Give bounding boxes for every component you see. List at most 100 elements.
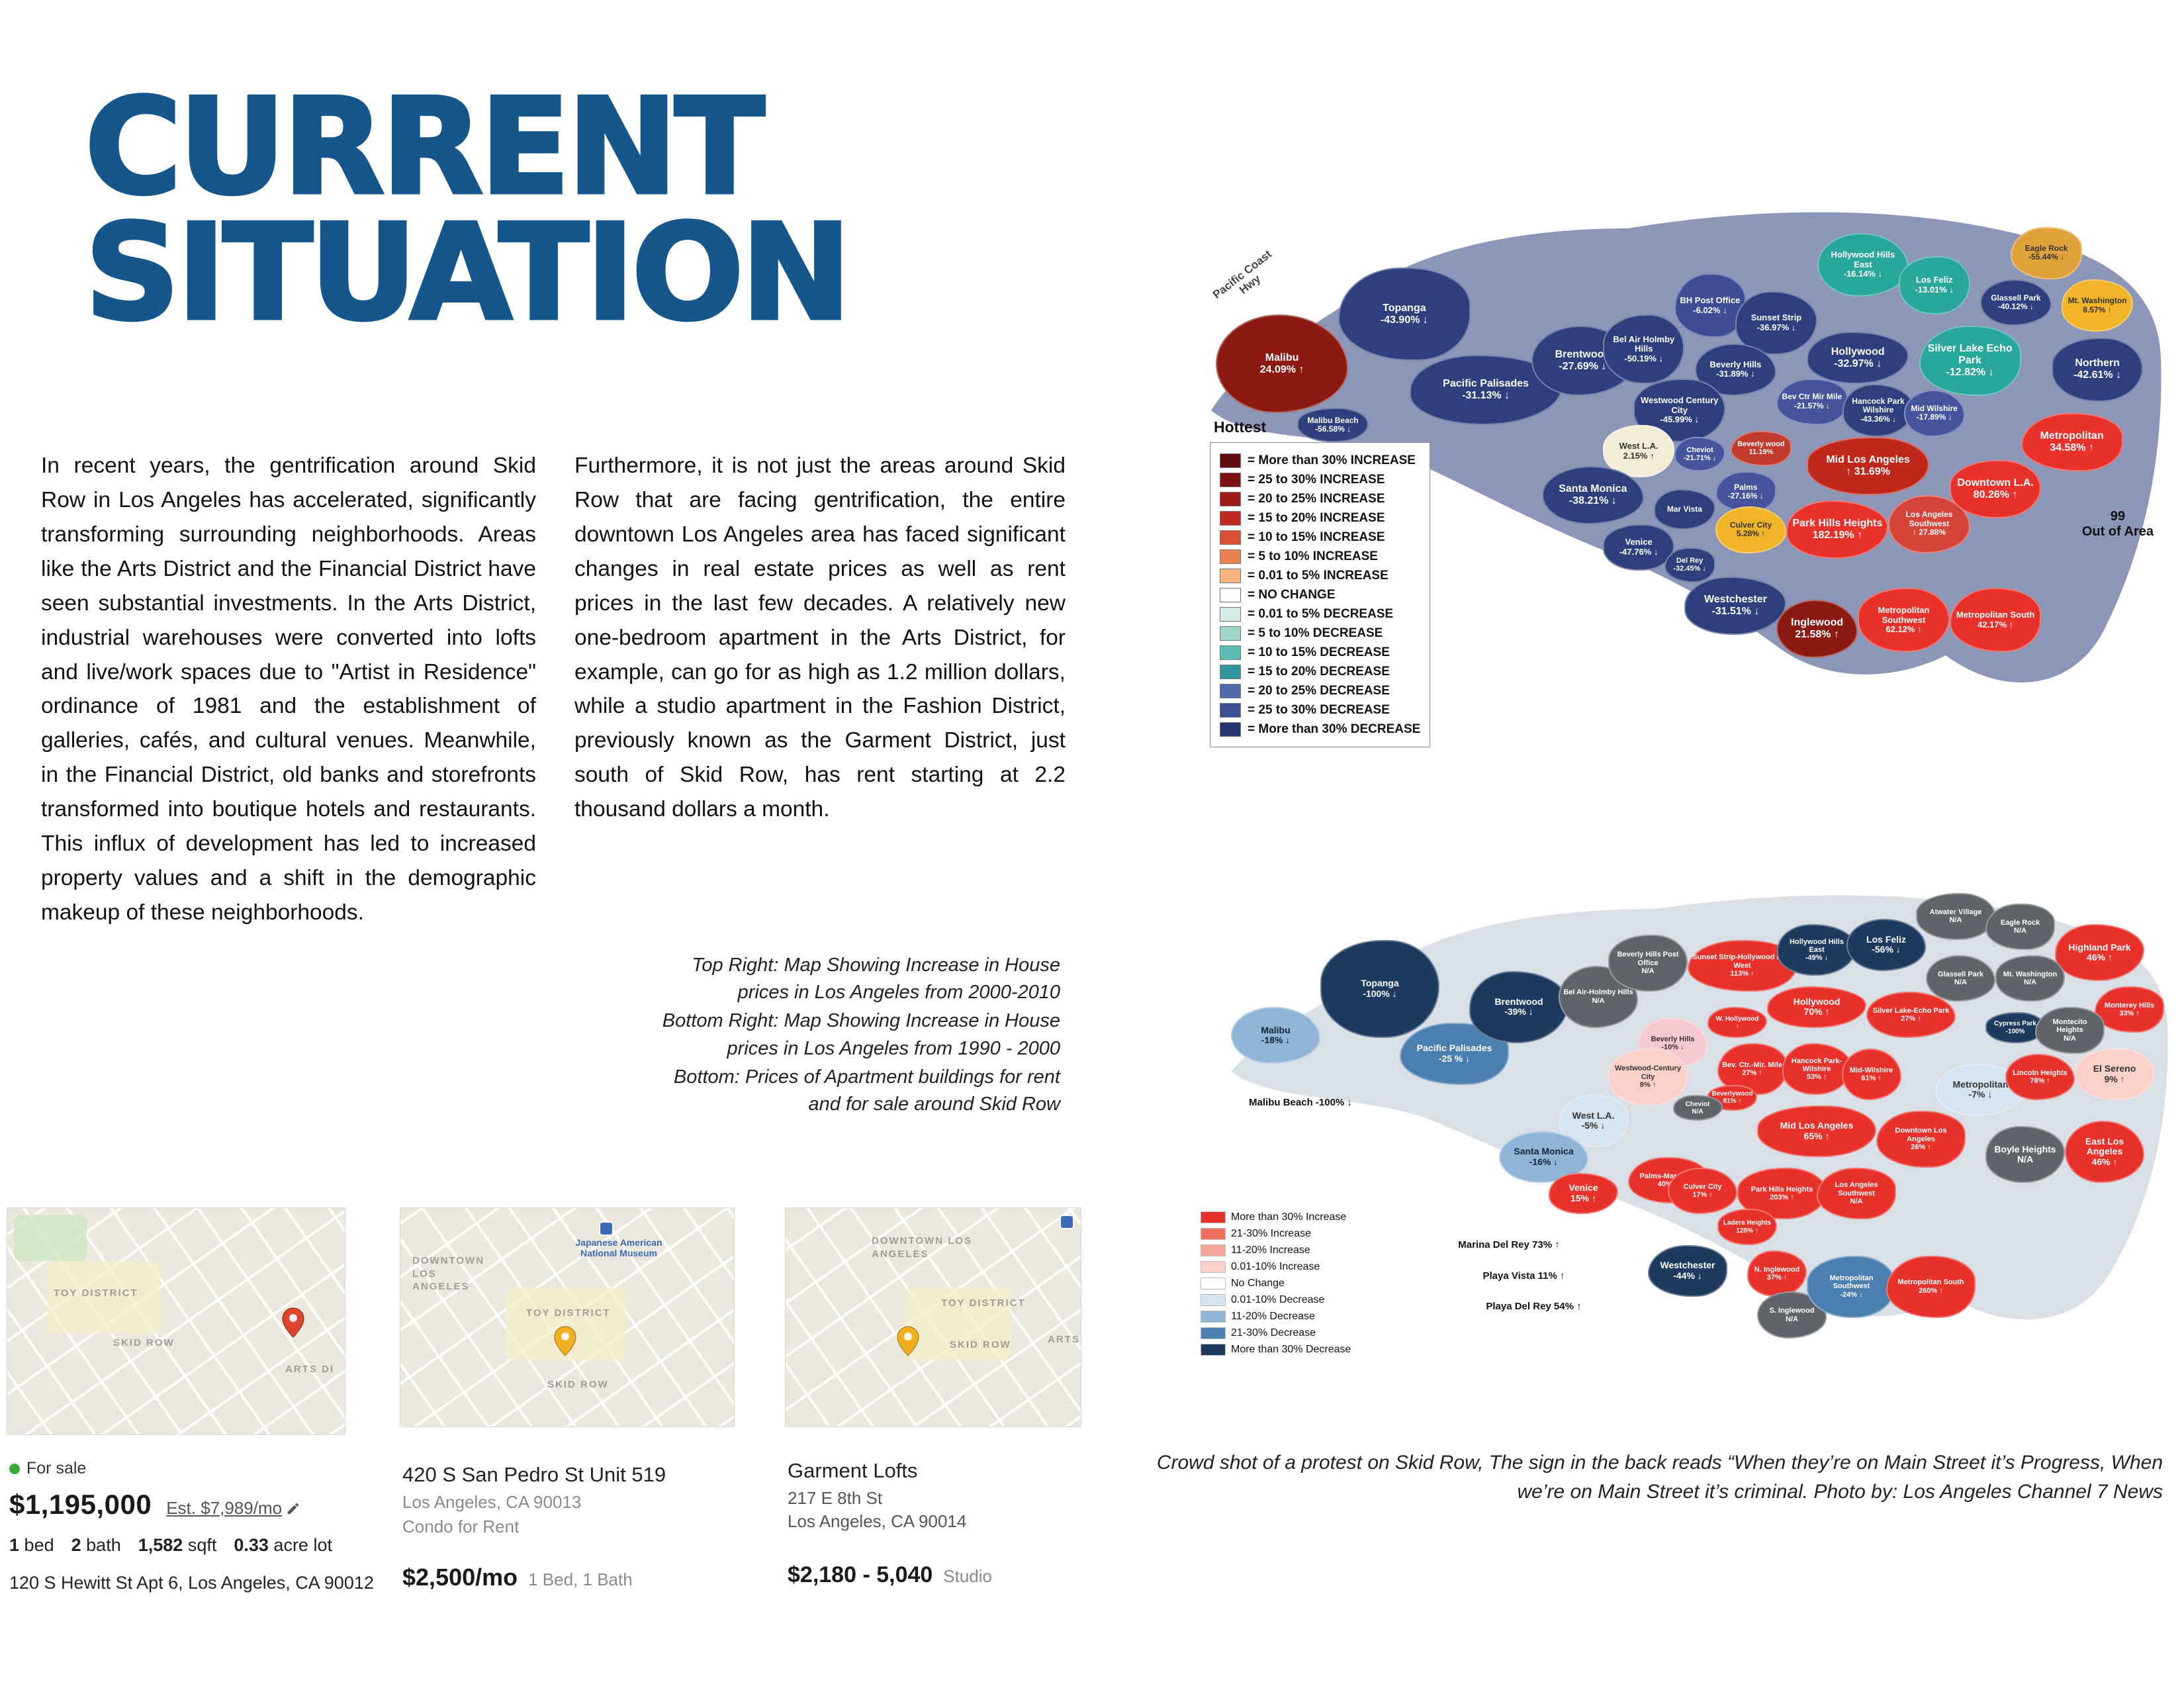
map-region-hollywood: Hollywood -32.97% ↓ [1807, 332, 1909, 385]
region-label: Silver Lake Echo Park [1927, 343, 2013, 367]
legend-row: = 25 to 30% INCREASE [1220, 470, 1420, 489]
map-region-malibu-beach-100: Malibu Beach -100% ↓ [1241, 1090, 1360, 1115]
region-value: -56% ↓ [1872, 944, 1901, 955]
legend-row: 0.01-10% Increase [1201, 1258, 1351, 1275]
map-region-los-feliz: Los Feliz -56% ↓ [1846, 919, 1926, 971]
listing1-est-text: Est. $7,989/mo [166, 1498, 283, 1518]
region-label: N. Inglewood [1754, 1265, 1800, 1274]
region-label: W. Hollywood [1715, 1015, 1759, 1023]
caption-bottom: Bottom: Prices of Apartment buildings fo… [673, 1066, 1060, 1115]
region-label: Atwater Village [1929, 908, 1982, 917]
region-label: Downtown L.A. [1957, 477, 2034, 489]
legend-row: 11-20% Decrease [1201, 1308, 1351, 1325]
region-value: 113% ↑ [1730, 969, 1754, 978]
legend-swatch [1220, 683, 1241, 698]
fact-beds-value: 1 [9, 1535, 20, 1555]
region-label: Los Feliz [1915, 275, 1953, 285]
map-region-el-sereno: El Sereno 9% ↑ [2075, 1048, 2154, 1101]
region-value: -43.36% ↓ [1860, 414, 1896, 424]
region-value: -44% ↓ [1673, 1270, 1702, 1282]
region-label: Glassell Park [1991, 293, 2041, 303]
region-value: 46% ↑ [2087, 952, 2113, 963]
listing1-facts: 1 bed 2 bath 1,582 sqft 0.33 acre lot [9, 1535, 473, 1556]
legend-label: = 5 to 10% INCREASE [1248, 549, 1378, 563]
map-region-metropolitan-south: Metropolitan South 42.17% ↑ [1949, 588, 2042, 653]
legend-label: = 0.01 to 5% DECREASE [1248, 606, 1394, 621]
map-area-label: SKID ROW [547, 1379, 609, 1390]
region-label: Cheviot [1685, 1100, 1710, 1108]
museum-poi-label: Japanese American National Museum [575, 1237, 662, 1259]
legend-swatch [1220, 472, 1241, 487]
region-label: Sunset Strip-Hollywood Hills West [1692, 953, 1792, 970]
region-value: -100% [2005, 1027, 2025, 1035]
map-region-lincoln-heights: Lincoln Heights 78% ↑ [2005, 1053, 2075, 1101]
region-label: 99 [2110, 509, 2126, 524]
region-label: Metropolitan Southwest [1878, 604, 1930, 625]
region-label: Beverly Hills [1709, 359, 1762, 369]
legend-label: More than 30% Increase [1231, 1211, 1347, 1223]
map-region-los-feliz: Los Feliz -13.01% ↓ [1898, 256, 1970, 314]
map-region-metropolitan-southwest: Metropolitan Southwest 62.12% ↑ [1858, 588, 1950, 653]
region-value: 26% ↑ [1911, 1143, 1931, 1151]
region-value: N/A [1949, 916, 1962, 925]
region-value: ↑ 31.69% [1846, 465, 1890, 477]
region-label: Hancock Park Wilshire [1852, 396, 1905, 415]
region-value: -50.19% ↓ [1624, 353, 1664, 363]
map-region-malibu-beach: Malibu Beach -56.58% ↓ [1297, 407, 1369, 443]
region-label: Bel Air-Holmby Hills [1563, 988, 1633, 997]
region-label: Los Feliz [1866, 933, 1906, 945]
region-label: Santa Monica [1514, 1146, 1574, 1157]
listing2-details: 420 S San Pedro St Unit 519 Los Angeles,… [402, 1463, 773, 1591]
fact-lot-label: acre lot [273, 1535, 332, 1555]
fact-lot: 0.33 acre lot [234, 1535, 332, 1556]
region-label: Mar Vista [1666, 504, 1702, 514]
region-label: Mid Los Angeles [1780, 1120, 1854, 1131]
region-label: Eagle Rock [2025, 243, 2068, 253]
region-label: Bev Ctr Mir Mile [1782, 392, 1843, 402]
map-region-hancock-park-wilshire: Hancock Park Wilshire -43.36% ↓ [1843, 384, 1914, 437]
caption-top-right: Top Right: Map Showing Increase in House… [692, 955, 1060, 1004]
map-region-playa-vista-11: Playa Vista 11% ↑ [1469, 1266, 1578, 1286]
legend-swatch [1220, 530, 1241, 545]
legend-row: = 0.01 to 5% INCREASE [1220, 566, 1420, 585]
region-value: 81% ↑ [1723, 1098, 1742, 1105]
map-region-mid-los-angeles: Mid Los Angeles 65% ↑ [1757, 1105, 1876, 1158]
map-region-westchester: Westchester -44% ↓ [1648, 1245, 1727, 1297]
listing1-est-payment: Est. $7,989/mo [166, 1498, 300, 1519]
region-label: Downtown Los Angeles [1895, 1127, 1947, 1143]
region-label: Santa Monica [1559, 483, 1627, 494]
legend-swatch [1201, 1343, 1226, 1356]
listing3-title: Garment Lofts [788, 1459, 918, 1482]
legend-swatch [1201, 1310, 1226, 1323]
region-value: 34.58% ↑ [2050, 442, 2094, 454]
region-value: 27% ↑ [1901, 1015, 1921, 1023]
listing1-map: TOY DISTRICT SKID ROW ARTS DI [7, 1207, 345, 1435]
map-price-change-1990-2000: Malibu -18% ↓ Topanga -100% ↓ Pacific Palisa… [1191, 872, 2184, 1390]
region-value: 2.15% ↑ [1623, 450, 1655, 461]
legend-row: More than 30% Increase [1201, 1209, 1351, 1225]
region-value: 53% ↑ [1806, 1073, 1827, 1082]
map-region-beverly-wood: Beverly wood 11.19% [1730, 430, 1792, 466]
region-label: Hollywood Hills East [1831, 250, 1895, 269]
listing3-city: Los Angeles, CA 90014 [788, 1511, 967, 1531]
region-value: -7% ↓ [1968, 1089, 1993, 1100]
region-value: 11.19% [1749, 448, 1774, 457]
map-region-montecito-heights: Montecito Heights N/A [2035, 1007, 2105, 1054]
for-sale-dot-icon [9, 1463, 20, 1474]
map-region-silver-lake-echo-park: Silver Lake Echo Park -12.82% ↓ [1919, 326, 2021, 396]
legend-label: 21-30% Decrease [1231, 1327, 1316, 1338]
region-label: Metropolitan South [1956, 610, 2035, 620]
region-label: Malibu Beach -100% ↓ [1249, 1096, 1352, 1108]
legend-row: = 5 to 10% DECREASE [1220, 624, 1420, 643]
region-value: -39% ↓ [1504, 1006, 1533, 1017]
map-region-w-hollywood: W. Hollywood ↑ [1707, 1007, 1767, 1039]
region-value: 8% ↑ [1639, 1081, 1657, 1090]
legend-label: No Change [1231, 1277, 1285, 1289]
listing1-details: For sale $1,195,000 Est. $7,989/mo 1 bed… [9, 1459, 473, 1593]
region-label: Westwood Century City [1640, 395, 1719, 415]
region-value: -5% ↓ [1581, 1120, 1606, 1131]
map-region-los-angeles-southwest: Los Angeles Southwest N/A [1817, 1167, 1896, 1219]
region-value: N/A [2014, 927, 2026, 935]
region-label: Los Angeles Southwest [1835, 1181, 1878, 1197]
region-value: -12.82% ↓ [1946, 367, 1994, 379]
